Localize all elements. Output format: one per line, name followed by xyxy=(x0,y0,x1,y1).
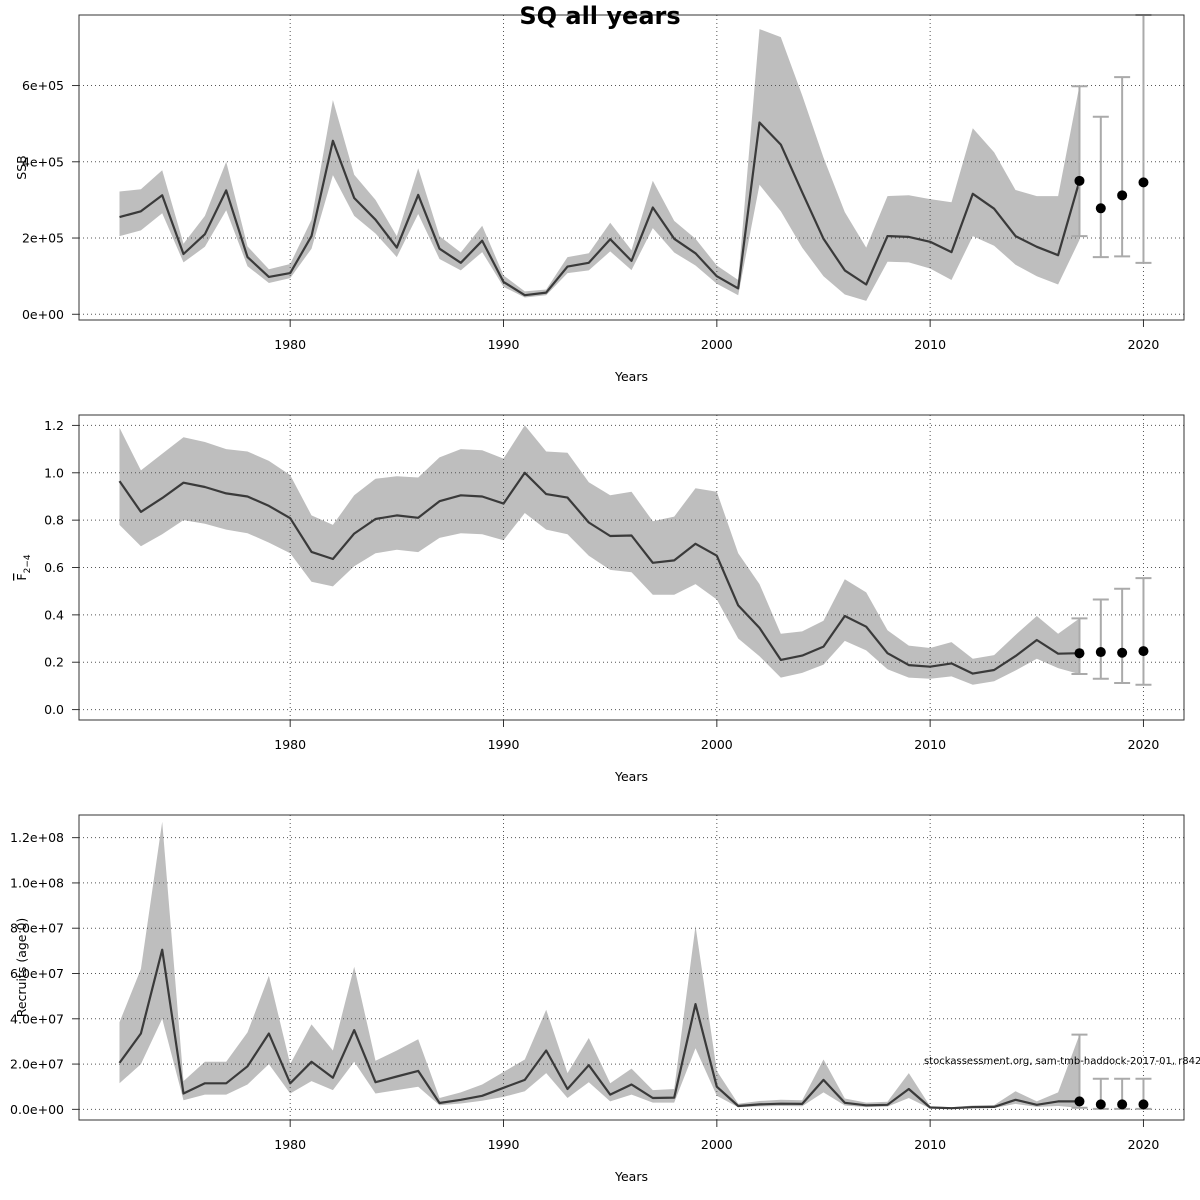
recruits-y-tick-label: 4.0e+07 xyxy=(10,1011,64,1026)
fbar-y-axis-title-main: F xyxy=(14,573,29,580)
fbar-x-tick-label: 1990 xyxy=(488,737,520,752)
recruits-plot-frame xyxy=(78,814,1185,1121)
recruits-confidence-band xyxy=(119,821,1080,1109)
recruits-x-tick-label: 1980 xyxy=(274,1137,306,1152)
fbar-y-tick-label: 0.2 xyxy=(44,655,64,670)
recruits-y-tick-label: 2.0e+07 xyxy=(10,1057,64,1072)
ssb-x-tick-label: 2010 xyxy=(914,337,946,352)
ssb-y-axis-title: SSB xyxy=(14,155,29,179)
fbar-x-tick-label: 2000 xyxy=(701,737,733,752)
ssb-x-tick-label: 2000 xyxy=(701,337,733,352)
recruits-y-tick-label: 1.2e+08 xyxy=(10,830,64,845)
fbar-x-tick-label: 2010 xyxy=(914,737,946,752)
ssb-x-tick-label: 2020 xyxy=(1128,337,1160,352)
recruits-y-axis-title: Recruits (age 0) xyxy=(14,918,29,1018)
recruits-x-tick-label: 1990 xyxy=(488,1137,520,1152)
panel-recruits: 1980 1990 2000 2010 2020 0.0e+00 2.0e+07 4.0e+0… xyxy=(10,814,1185,1184)
recruits-x-tick-label: 2020 xyxy=(1128,1137,1160,1152)
fbar-confidence-band xyxy=(119,425,1080,685)
recruits-x-axis-title: Years xyxy=(614,1169,648,1184)
fbar-y-tick-label: 1.2 xyxy=(44,418,64,433)
fbar-forecast-point xyxy=(1138,646,1149,657)
fbar-y-tick-label: 1.0 xyxy=(44,465,64,480)
recruits-x-tick-label: 2010 xyxy=(914,1137,946,1152)
credit-text: stockassessment.org, sam-tmb-haddock-201… xyxy=(924,1056,1200,1067)
recruits-forecast-point xyxy=(1138,1099,1149,1110)
fbar-forecast-point xyxy=(1117,647,1128,658)
recruits-x-tick-label: 2000 xyxy=(701,1137,733,1152)
panel-fbar: 1980 1990 2000 2010 2020 0.0 0.2 0.4 0.6 0.8 1.0 1.… xyxy=(14,414,1185,784)
ssb-forecast-point xyxy=(1138,177,1149,188)
ssb-forecast-point xyxy=(1074,175,1085,186)
fbar-y-tick-label: 0.0 xyxy=(44,702,64,717)
fbar-estimate-line xyxy=(118,471,1080,675)
ssb-y-tick-label: 0e+00 xyxy=(22,307,64,322)
ssb-x-tick-label: 1980 xyxy=(274,337,306,352)
recruits-y-tick-label: 1.0e+08 xyxy=(10,875,64,890)
fbar-y-tick-label: 0.6 xyxy=(44,560,64,575)
recruits-y-tick-label: 0.0e+00 xyxy=(10,1102,64,1117)
recruits-forecast-point xyxy=(1117,1099,1128,1110)
ssb-estimate-line xyxy=(119,121,1081,297)
recruits-estimate-line xyxy=(118,948,1080,1110)
fbar-y-tick-label: 0.8 xyxy=(44,513,64,528)
ssb-y-tick-label: 4e+05 xyxy=(22,154,64,169)
fbar-y-axis-title-sub: 2−4 xyxy=(23,554,33,573)
figure-title: SQ all years xyxy=(519,2,681,30)
recruits-y-tick-label: 8.0e+07 xyxy=(10,921,64,936)
ssb-plot-frame xyxy=(78,14,1185,321)
ssb-x-axis-title: Years xyxy=(614,369,648,384)
fbar-y-axis-title: F2−4 xyxy=(14,554,33,580)
ssb-y-tick-label: 2e+05 xyxy=(22,231,64,246)
fbar-y-tick-label: 0.4 xyxy=(44,607,64,622)
ssb-forecast-point xyxy=(1095,203,1106,214)
recruits-y-tick-label: 6.0e+07 xyxy=(10,966,64,981)
fbar-forecast-point xyxy=(1074,648,1085,659)
ssb-confidence-band xyxy=(119,29,1080,301)
fbar-forecast-point xyxy=(1095,647,1106,658)
recruits-forecast-point xyxy=(1074,1096,1085,1107)
ssb-y-tick-label: 6e+05 xyxy=(22,78,64,93)
fbar-x-axis-title: Years xyxy=(614,769,648,784)
ssb-x-tick-label: 1990 xyxy=(488,337,520,352)
panel-ssb: 1980 1990 2000 2010 2020 0e+00 2e+05 4e+05 6e+05… xyxy=(14,14,1185,384)
ssb-forecast-point xyxy=(1117,190,1128,201)
recruits-forecast-point xyxy=(1095,1099,1106,1110)
fbar-x-tick-label: 1980 xyxy=(274,737,306,752)
fbar-x-tick-label: 2020 xyxy=(1128,737,1160,752)
